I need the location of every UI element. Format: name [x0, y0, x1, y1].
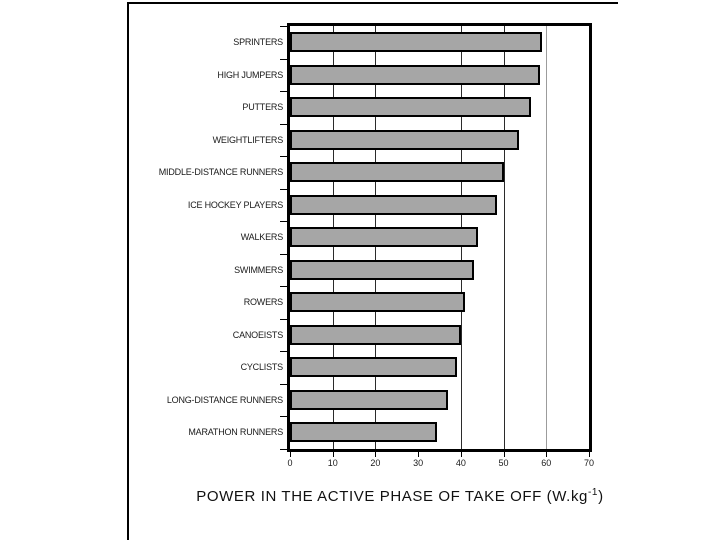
- category-label: WEIGHTLIFTERS: [212, 134, 284, 145]
- gridline-light: [546, 26, 548, 449]
- bar: [290, 32, 542, 52]
- x-tick-label: 60: [541, 458, 552, 468]
- y-axis-tick: [280, 416, 288, 418]
- category-label: SPRINTERS: [233, 37, 283, 47]
- category-label: PUTTERS: [242, 102, 283, 113]
- chart-title-superscript: -1: [588, 487, 599, 498]
- gridline: [503, 26, 505, 449]
- x-tick-label: 50: [498, 458, 509, 468]
- category-label: WALKERS: [240, 232, 283, 243]
- category-label: CYCLISTS: [240, 362, 284, 373]
- bar: [290, 357, 457, 378]
- y-axis-tick: [280, 91, 288, 93]
- x-axis-tick: [375, 452, 377, 457]
- x-tick-label: 30: [413, 458, 424, 468]
- x-tick-label: 40: [455, 458, 466, 468]
- bar: [290, 227, 478, 248]
- bar: [290, 389, 449, 410]
- category-label: ICE HOCKEY PLAYERS: [187, 199, 283, 210]
- chart-title-suffix: ): [598, 488, 604, 505]
- category-label: HIGH JUMPERS: [217, 69, 283, 80]
- category-label: ROWERS: [243, 297, 284, 308]
- y-axis-tick: [280, 351, 288, 353]
- x-axis-tick: [589, 452, 590, 457]
- bar: [290, 64, 540, 85]
- bar: [290, 259, 474, 280]
- category-label: SWIMMERS: [234, 264, 283, 275]
- x-axis-tick: [460, 452, 462, 457]
- chart-title-text: POWER IN THE ACTIVE PHASE OF TAKE OFF (W…: [196, 488, 588, 505]
- bar: [290, 97, 532, 118]
- plot-area-frame: [287, 23, 592, 452]
- bar: [290, 162, 504, 183]
- y-axis-tick: [280, 253, 288, 255]
- y-axis-tick: [280, 26, 288, 27]
- x-tick-label: 10: [327, 458, 338, 468]
- y-axis-tick: [280, 123, 288, 125]
- y-axis-tick: [280, 449, 288, 450]
- bar: [290, 324, 461, 345]
- bar: [290, 292, 466, 313]
- x-axis-tick: [546, 452, 548, 457]
- y-axis-tick: [280, 156, 288, 158]
- y-axis-tick: [280, 286, 288, 288]
- y-axis-tick: [280, 383, 288, 385]
- bar: [290, 422, 438, 443]
- chart-title: POWER IN THE ACTIVE PHASE OF TAKE OFF (W…: [196, 487, 603, 505]
- category-label: MIDDLE-DISTANCE RUNNERS: [158, 167, 283, 178]
- x-axis-tick: [418, 452, 420, 457]
- x-tick-label: 0: [287, 458, 293, 468]
- x-axis-tick: [503, 452, 505, 457]
- x-axis-tick: [290, 452, 291, 457]
- x-tick-label: 70: [583, 458, 595, 468]
- x-axis-tick: [332, 452, 334, 457]
- x-tick-label: 20: [370, 458, 381, 468]
- category-label: CANOEISTS: [232, 329, 283, 340]
- bar: [290, 129, 519, 150]
- category-label: LONG-DISTANCE RUNNERS: [166, 394, 283, 405]
- page-border: [127, 2, 618, 540]
- category-label: MARATHON RUNNERS: [188, 427, 283, 438]
- y-axis-tick: [280, 58, 288, 60]
- y-axis-tick: [280, 318, 288, 320]
- y-axis-tick: [280, 188, 288, 190]
- bar: [290, 194, 498, 215]
- y-axis-tick: [280, 221, 288, 223]
